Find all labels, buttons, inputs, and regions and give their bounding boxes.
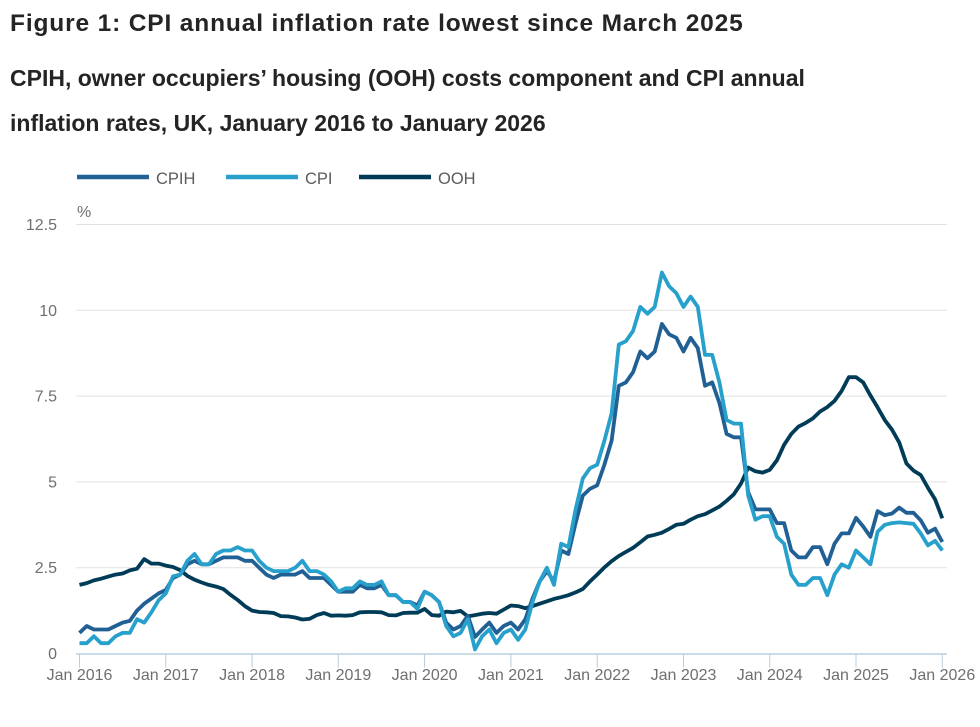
svg-text:Jan 2026: Jan 2026 — [909, 667, 975, 684]
svg-text:Jan 2019: Jan 2019 — [305, 667, 371, 684]
svg-text:7.5: 7.5 — [35, 389, 57, 406]
svg-text:0: 0 — [48, 646, 57, 663]
svg-text:Jan 2017: Jan 2017 — [133, 667, 199, 684]
svg-text:Jan 2024: Jan 2024 — [737, 667, 803, 684]
svg-text:12.5: 12.5 — [26, 217, 57, 234]
svg-text:Jan 2016: Jan 2016 — [47, 667, 113, 684]
svg-text:Jan 2021: Jan 2021 — [478, 667, 544, 684]
svg-text:Jan 2025: Jan 2025 — [823, 667, 889, 684]
svg-text:2.5: 2.5 — [35, 560, 57, 577]
svg-text:Jan 2020: Jan 2020 — [392, 667, 458, 684]
svg-text:10: 10 — [39, 303, 57, 320]
svg-text:CPIH: CPIH — [156, 170, 195, 188]
svg-text:Jan 2023: Jan 2023 — [651, 667, 717, 684]
svg-text:CPI: CPI — [305, 170, 333, 188]
svg-text:5: 5 — [48, 474, 57, 491]
svg-text:OOH: OOH — [438, 170, 476, 188]
svg-text:Jan 2018: Jan 2018 — [219, 667, 285, 684]
svg-text:Jan 2022: Jan 2022 — [564, 667, 630, 684]
svg-text:%: % — [77, 204, 91, 221]
